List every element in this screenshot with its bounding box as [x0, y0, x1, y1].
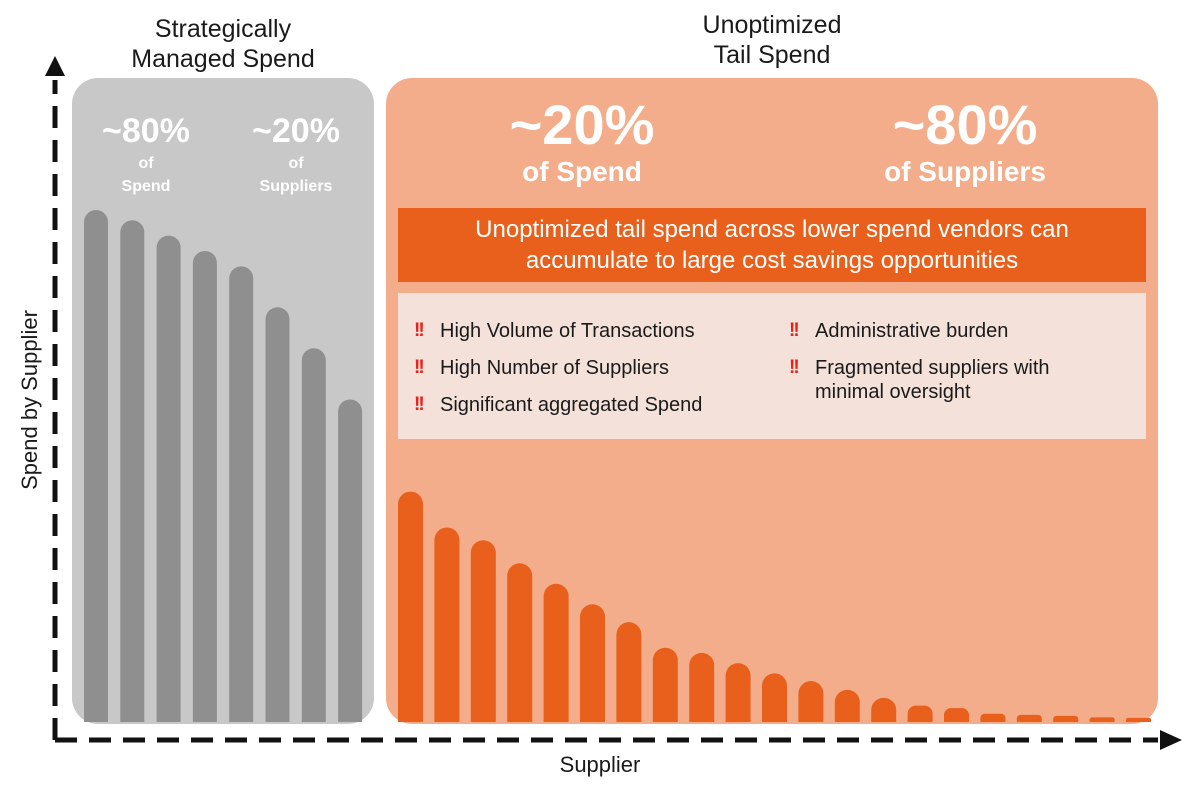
issue-text: Fragmented suppliers with minimal oversi…	[815, 357, 1050, 403]
tail-suppliers-label: of Suppliers	[884, 156, 1046, 187]
issues-box: !! High Volume of Transactions !! High N…	[398, 293, 1146, 439]
tail-bar-13	[834, 689, 860, 722]
tail-bar-16	[944, 708, 969, 722]
warning-icon: !!	[414, 357, 425, 378]
issue-text: Significant aggregated Spend	[440, 394, 703, 416]
tail-spend-label: of Spend	[522, 156, 642, 187]
tail-suppliers-stat: ~80% of Suppliers	[860, 94, 1070, 188]
tail-spend-stat: ~20% of Spend	[482, 94, 682, 188]
tail-bar-8	[652, 647, 678, 722]
tail-bar-5	[543, 583, 569, 722]
y-axis-arrow	[45, 56, 65, 76]
issue-item: !! Administrative burden	[789, 319, 1008, 343]
tail-bar-20	[1089, 717, 1115, 722]
tail-bar-4	[507, 563, 533, 722]
issue-item: !! Fragmented suppliers with minimal ove…	[789, 356, 1050, 404]
strategic-bar-2	[120, 220, 145, 723]
tail-bar-6	[580, 604, 605, 722]
y-axis-label: Spend by Supplier	[17, 310, 42, 490]
issue-text: High Volume of Transactions	[440, 320, 695, 342]
tail-bar-7	[616, 622, 642, 722]
tail-bar-10	[725, 663, 751, 722]
issue-item: !! High Volume of Transactions	[414, 319, 695, 343]
strategic-spend-label: of Spend	[121, 155, 171, 195]
savings-banner: Unoptimized tail spend across lower spen…	[398, 208, 1146, 282]
warning-icon: !!	[414, 320, 425, 341]
tail-bar-1	[398, 491, 423, 722]
savings-banner-text: Unoptimized tail spend across lower spen…	[475, 216, 1069, 274]
tail-spend-title: Unoptimized Tail Spend	[702, 11, 842, 69]
strategic-bar-7	[301, 348, 326, 722]
tail-bar-9	[689, 652, 715, 722]
strategic-bar-8	[338, 399, 363, 722]
strategic-bar-4	[192, 250, 217, 722]
strategic-bar-6	[265, 307, 290, 722]
strategic-spend-stat: ~80% of Spend	[86, 112, 206, 198]
x-axis-label: Supplier	[559, 752, 641, 777]
strategic-bar-5	[229, 266, 254, 722]
tail-bar-3	[470, 540, 496, 722]
issue-text: Administrative burden	[815, 320, 1009, 342]
strategic-bar-3	[156, 235, 181, 722]
tail-bar-21	[1126, 717, 1151, 722]
strategic-spend-pct: ~80%	[102, 112, 190, 150]
warning-icon: !!	[789, 357, 800, 378]
strategic-bar-1	[84, 210, 108, 722]
tail-bar-18	[1016, 714, 1042, 722]
tail-bar-2	[434, 527, 460, 722]
strategic-suppliers-pct: ~20%	[252, 112, 340, 150]
warning-icon: !!	[789, 320, 800, 341]
tail-suppliers-pct: ~80%	[892, 93, 1038, 156]
strategic-suppliers-label: of Suppliers	[259, 155, 333, 195]
tail-bar-15	[907, 705, 933, 722]
issue-text: High Number of Suppliers	[440, 357, 669, 379]
tail-bar-12	[798, 681, 824, 722]
tail-spend-pct: ~20%	[509, 93, 655, 156]
tail-bar-17	[980, 713, 1006, 722]
bars-group	[84, 210, 1151, 723]
tail-bar-14	[871, 697, 897, 722]
tail-bar-19	[1053, 715, 1079, 722]
issue-item: !! Significant aggregated Spend	[414, 393, 702, 417]
tail-bar-11	[762, 673, 787, 722]
issue-item: !! High Number of Suppliers	[414, 356, 669, 380]
strategic-suppliers-stat: ~20% of Suppliers	[236, 112, 356, 198]
strategic-spend-title: Strategically Managed Spend	[131, 15, 315, 73]
x-axis-arrow	[1160, 730, 1182, 750]
warning-icon: !!	[414, 394, 425, 415]
